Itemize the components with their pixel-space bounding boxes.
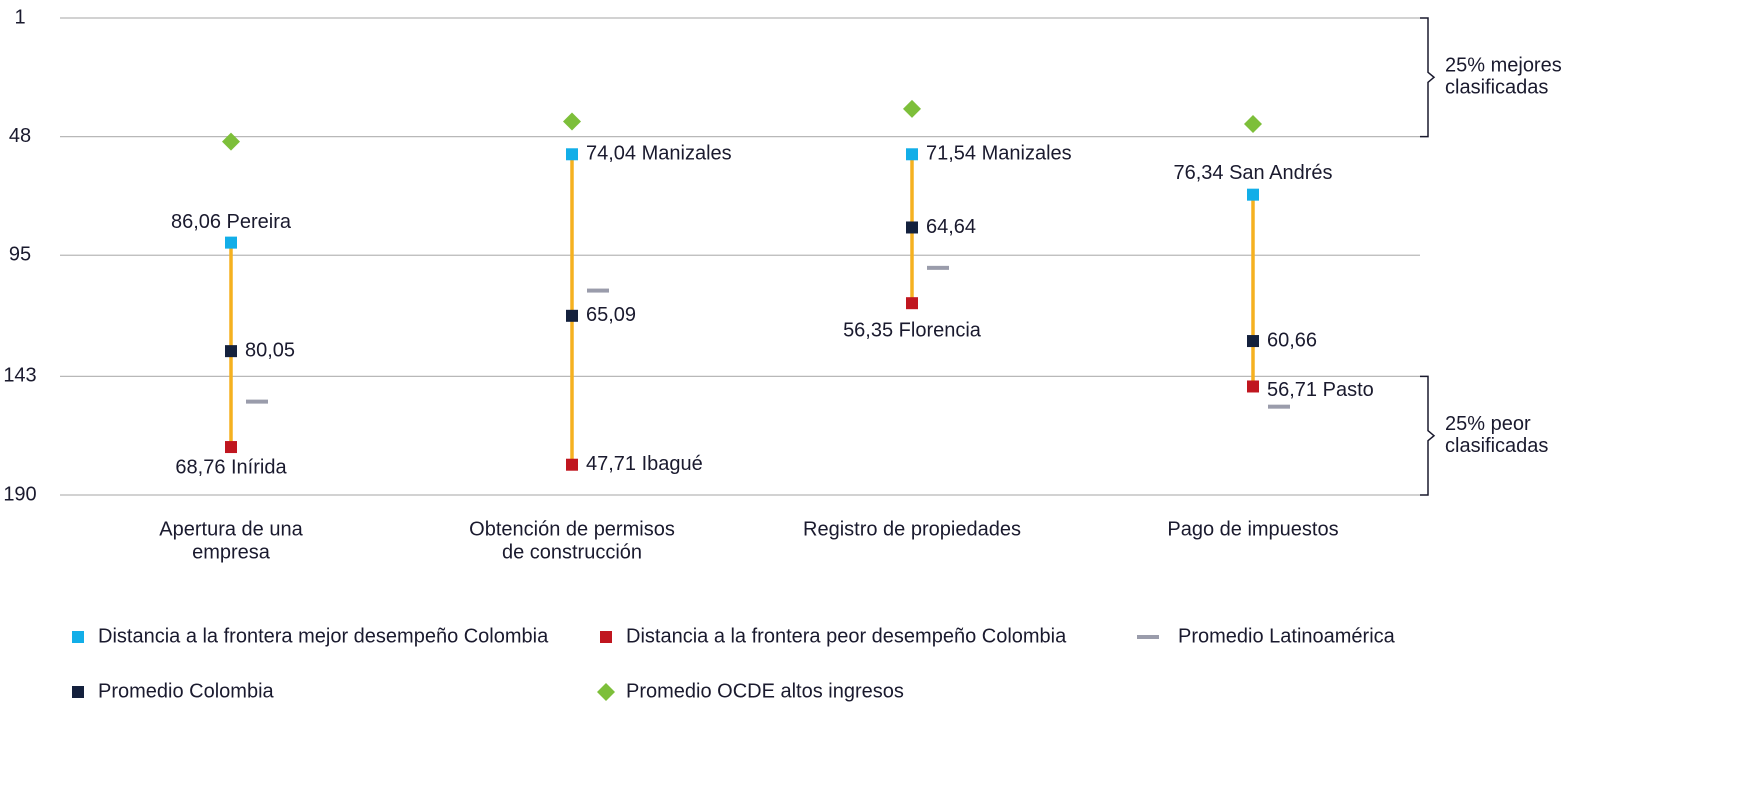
point — [906, 148, 918, 161]
data-label: 86,06 Pereira — [171, 211, 292, 233]
legend-label: Promedio OCDE altos ingresos — [626, 680, 904, 702]
point — [927, 265, 949, 270]
legend-marker — [1137, 635, 1159, 639]
data-label: 47,71 Ibagué — [586, 453, 703, 475]
legend-marker — [600, 631, 612, 643]
bracket-label: 25% mejores — [1445, 55, 1562, 77]
legend-marker — [72, 631, 84, 643]
data-label: 76,34 San Andrés — [1173, 162, 1332, 184]
legend-label: Promedio Colombia — [98, 680, 275, 702]
point — [587, 288, 609, 293]
data-label: 56,71 Pasto — [1267, 379, 1374, 401]
bracket-label: clasificadas — [1445, 435, 1548, 457]
point — [225, 345, 237, 358]
y-tick-label: 143 — [3, 365, 36, 387]
legend-marker — [597, 683, 615, 701]
point — [906, 221, 918, 234]
data-label: 71,54 Manizales — [926, 143, 1072, 165]
y-tick-label: 48 — [9, 125, 31, 147]
point — [225, 441, 237, 454]
data-label: 80,05 — [245, 339, 295, 361]
point — [1244, 115, 1262, 133]
point — [246, 399, 268, 404]
data-label: 65,09 — [586, 304, 636, 326]
bracket-label: clasificadas — [1445, 77, 1548, 99]
point — [566, 309, 578, 322]
point — [563, 112, 581, 131]
point — [566, 148, 578, 161]
x-tick-label: Pago de impuestos — [1167, 518, 1338, 540]
bracket — [1420, 17, 1436, 138]
bracket-label: 25% peor — [1445, 413, 1531, 435]
data-label: 60,66 — [1267, 329, 1317, 351]
y-tick-label: 95 — [9, 244, 31, 266]
data-label: 74,04 Manizales — [586, 143, 732, 165]
legend-label: Distancia a la frontera peor desempeño C… — [626, 625, 1067, 647]
point — [222, 132, 240, 151]
point — [1247, 380, 1259, 393]
point — [1247, 188, 1259, 201]
point — [566, 458, 578, 471]
data-label: 68,76 Inírida — [175, 456, 287, 478]
legend-label: Promedio Latinoamérica — [1178, 625, 1396, 647]
y-tick-label: 190 — [3, 483, 36, 505]
bracket — [1420, 375, 1436, 496]
point — [1247, 335, 1259, 348]
point — [906, 297, 918, 310]
x-tick-label: Registro de propiedades — [803, 518, 1021, 540]
legend-label: Distancia a la frontera mejor desempeño … — [98, 625, 549, 647]
data-label: 56,35 Florencia — [843, 319, 982, 341]
point — [225, 236, 237, 249]
point — [903, 99, 921, 118]
legend-marker — [72, 686, 84, 698]
x-tick-label: Obtención de permisos — [469, 518, 675, 540]
point — [1268, 404, 1290, 409]
data-label: 64,64 — [926, 216, 976, 238]
x-tick-label: Apertura de una — [159, 518, 303, 540]
y-tick-label: 1 — [14, 6, 25, 28]
x-tick-label: de construcción — [502, 541, 642, 563]
x-tick-label: empresa — [192, 541, 271, 563]
